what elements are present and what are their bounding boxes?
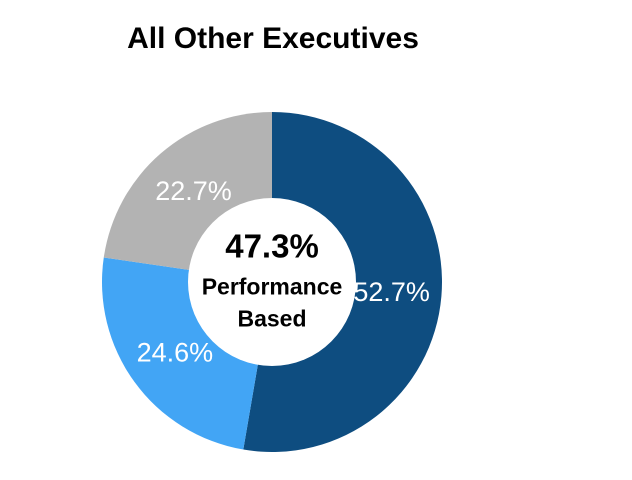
- donut-center-label-line2: Based: [237, 305, 307, 332]
- slice-label-1: 24.6%: [137, 338, 214, 368]
- slice-label-0: 52.7%: [353, 277, 430, 307]
- slice-label-2: 22.7%: [155, 176, 232, 206]
- donut-center-label-line1: Performance: [201, 273, 343, 300]
- donut-center-value: 47.3%: [225, 227, 319, 265]
- chart-title: All Other Executives: [127, 22, 419, 55]
- donut-hole: [188, 198, 356, 366]
